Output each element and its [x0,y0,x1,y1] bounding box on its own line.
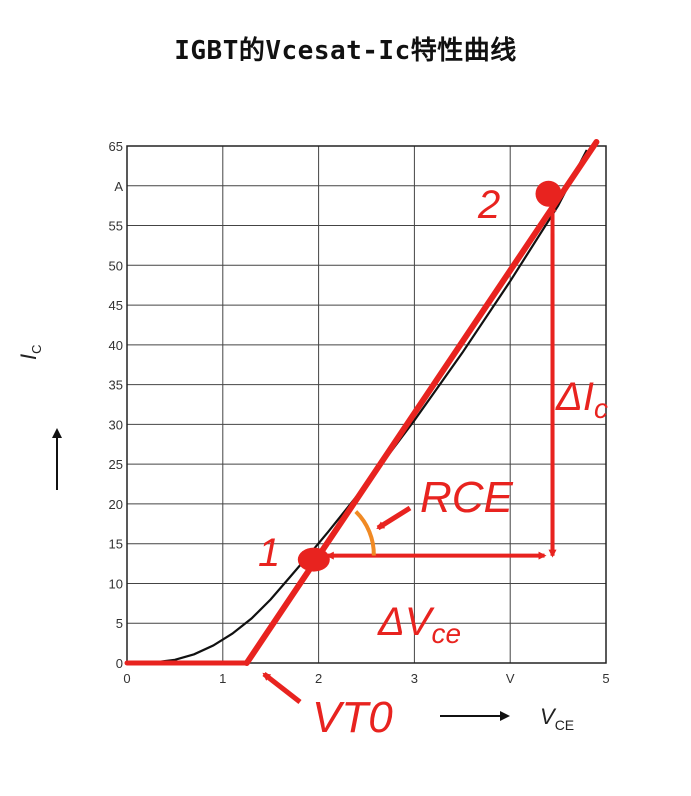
x-tick-label: 1 [219,671,226,686]
grid [126,145,607,664]
y-tick-label: 15 [109,537,123,552]
y-tick-label: 20 [109,497,123,512]
y-tick-label: 40 [109,338,123,353]
y-tick-label: 65 [109,139,123,154]
annotations [124,139,600,704]
delta-vce-label: ΔVce [377,600,461,649]
y-tick-label: A [114,179,123,194]
x-axis-label: VCE [540,704,574,733]
y-tick-label: 10 [109,576,123,591]
point-2-label: 2 [477,183,500,227]
x-tick-label: 3 [411,671,418,686]
y-tick-label: 5 [116,616,123,631]
chart-title: IGBT的Vcesat-Ic特性曲线 [174,36,517,66]
ic-curve-line [126,149,588,665]
rce-tangent-line [243,139,600,666]
rce-label: RCE [420,473,514,522]
x-tick-labels: 0 1 2 3 V 5 [123,671,609,686]
y-tick-label: 55 [109,219,123,234]
y-tick-labels: 0 5 10 15 20 25 30 35 40 45 50 55 A 65 [109,139,124,671]
y-tick-label: 0 [116,656,123,671]
rce-pointer-arrow [376,505,412,531]
y-tick-label: 35 [109,378,123,393]
delta-ic-label: ΔIc [555,375,608,424]
y-axis-label: IC [16,344,44,360]
vt0-label: VT0 [312,693,393,742]
y-tick-label: 45 [109,298,123,313]
y-tick-label: 50 [109,258,123,273]
plot-border [126,145,607,664]
y-tick-label: 30 [109,417,123,432]
point-1-marker [297,547,330,572]
x-tick-label: 0 [123,671,130,686]
vt0-pointer-arrow [262,672,302,704]
plot-frame [126,145,607,664]
x-tick-label: V [506,671,515,686]
ic-curve-series [126,149,588,665]
x-tick-label: 2 [315,671,322,686]
point-1-label: 1 [258,531,280,575]
rce-angle-arc [354,510,376,556]
x-tick-label: 5 [602,671,609,686]
point-2-marker [535,180,562,207]
y-tick-label: 25 [109,457,123,472]
